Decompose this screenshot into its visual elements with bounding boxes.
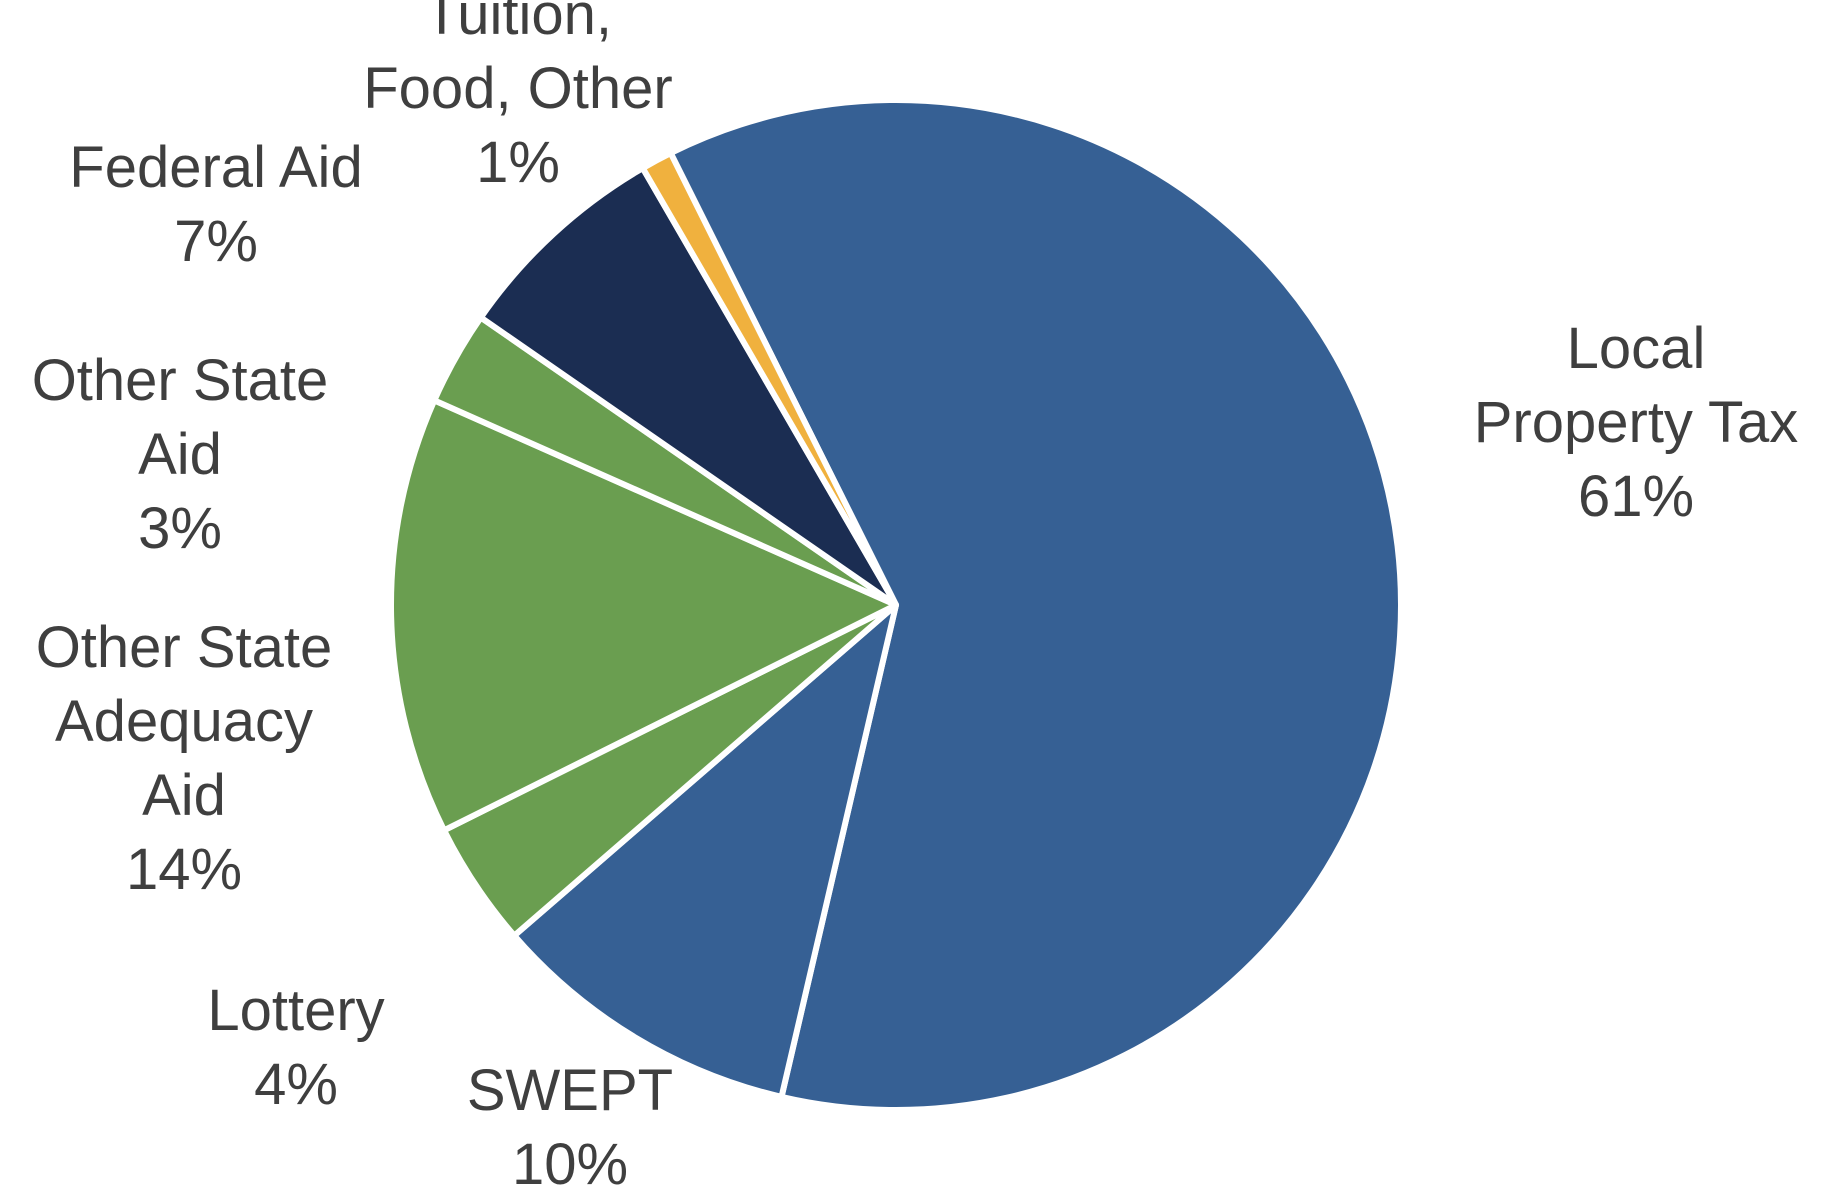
slice-percent-label: 1% (476, 130, 560, 195)
slice-percent-label: 61% (1578, 464, 1694, 529)
slice-label-lottery: Lottery 4% (207, 978, 384, 1117)
pie-slice-swept (511, 602, 899, 1100)
slice-name-line: SWEPT (467, 1058, 673, 1123)
slice-name-line: Local (1567, 316, 1706, 381)
slice-name-line: Other State (36, 615, 333, 680)
slices-layer (388, 97, 1404, 1113)
labels-layer: Local Property Tax 61% SWEPT 10% Lottery 4% Oth… (32, 0, 1799, 1197)
slice-name-line: Food, Other (363, 56, 672, 121)
pie-slice-local-property-tax (667, 97, 1404, 1113)
pie-slice-federal-aid (477, 165, 899, 608)
slice-name-line: Federal Aid (69, 135, 362, 200)
slice-name-line: Lottery (207, 978, 384, 1043)
slice-label-other-state-aid: Other State Aid 3% (32, 348, 329, 561)
slice-label-local-property-tax: Local Property Tax 61% (1474, 316, 1799, 529)
slice-percent-label: 10% (512, 1132, 628, 1197)
slice-percent-label: 3% (138, 496, 222, 561)
slice-name-line: Tuition, (424, 0, 612, 47)
slice-percent-label: 4% (254, 1052, 338, 1117)
pie-slice-other-state-adequacy-aid (388, 397, 899, 834)
pie-slice-tuition-food-other (639, 150, 899, 608)
slice-label-tuition-food-other: Tuition, Food, Other 1% (363, 0, 672, 195)
slice-name-line: Other State (32, 348, 329, 413)
slice-label-other-state-adequacy-aid: Other State Adequacy Aid 14% (36, 615, 333, 902)
slice-label-federal-aid: Federal Aid 7% (69, 135, 362, 274)
slice-percent-label: 14% (126, 837, 242, 902)
slice-name-line: Aid (142, 763, 226, 828)
slice-label-swept: SWEPT 10% (467, 1058, 673, 1197)
slice-name-line: Aid (138, 422, 222, 487)
slice-name-line: Property Tax (1474, 390, 1799, 455)
slice-percent-label: 7% (174, 209, 258, 274)
slice-name-line: Adequacy (55, 689, 313, 754)
